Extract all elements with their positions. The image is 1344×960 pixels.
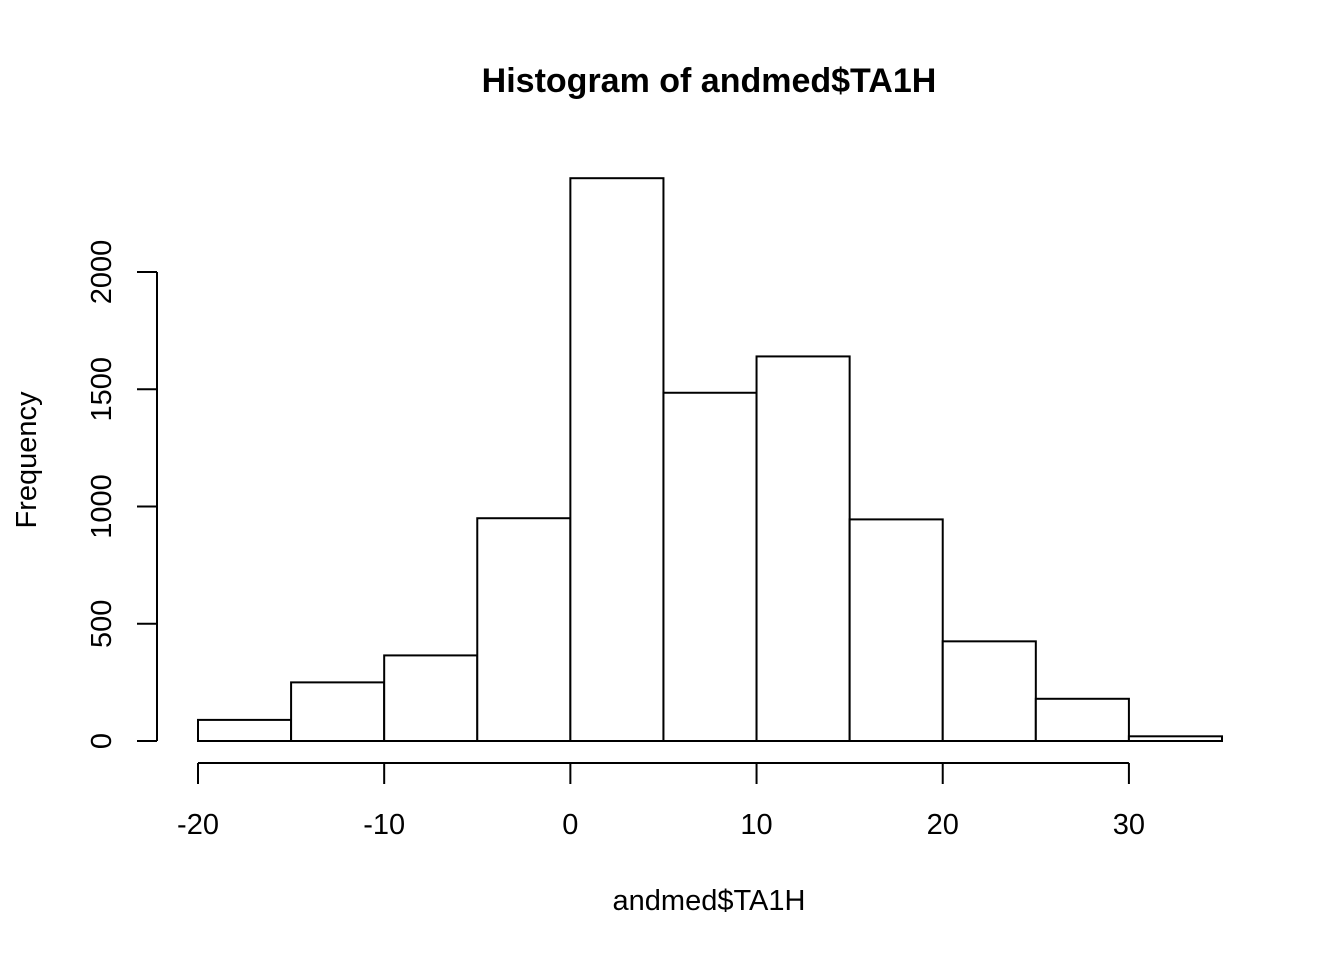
x-axis: -20 -10 0 10 20 30 — [177, 762, 1145, 841]
y-tick-label-2: 1000 — [86, 474, 118, 539]
x-tick-label-1: -10 — [363, 809, 405, 841]
histogram-bar-4 — [569, 177, 665, 742]
histogram-bar-0 — [197, 718, 293, 743]
histogram-bar-9 — [1034, 697, 1130, 742]
x-axis-label: andmed$TA1H — [613, 885, 806, 917]
y-axis-label: Frequency — [11, 391, 43, 529]
x-tick-label-4: 20 — [927, 809, 959, 841]
histogram-bar-2 — [383, 654, 479, 742]
histogram-bar-3 — [476, 517, 572, 742]
histogram-bar-5 — [662, 391, 758, 742]
histogram-bar-6 — [755, 355, 851, 742]
x-tick-label-3: 10 — [740, 809, 772, 841]
histogram-bar-10 — [1127, 735, 1223, 742]
y-tick-label-0: 0 — [86, 733, 118, 749]
histogram-bar-1 — [290, 681, 386, 742]
bars-group — [197, 177, 1223, 743]
y-tick-label-3: 1500 — [86, 357, 118, 422]
y-tick-label-1: 500 — [86, 600, 118, 648]
y-axis: 0 500 1000 1500 2000 — [86, 240, 158, 749]
x-tick-label-0: -20 — [177, 809, 219, 841]
x-tick-label-2: 0 — [562, 809, 578, 841]
histogram-bar-8 — [941, 640, 1037, 743]
chart-title: Histogram of andmed$TA1H — [482, 62, 937, 100]
x-tick-label-5: 30 — [1113, 809, 1145, 841]
y-tick-label-4: 2000 — [86, 240, 118, 305]
histogram-bar-7 — [848, 518, 944, 743]
